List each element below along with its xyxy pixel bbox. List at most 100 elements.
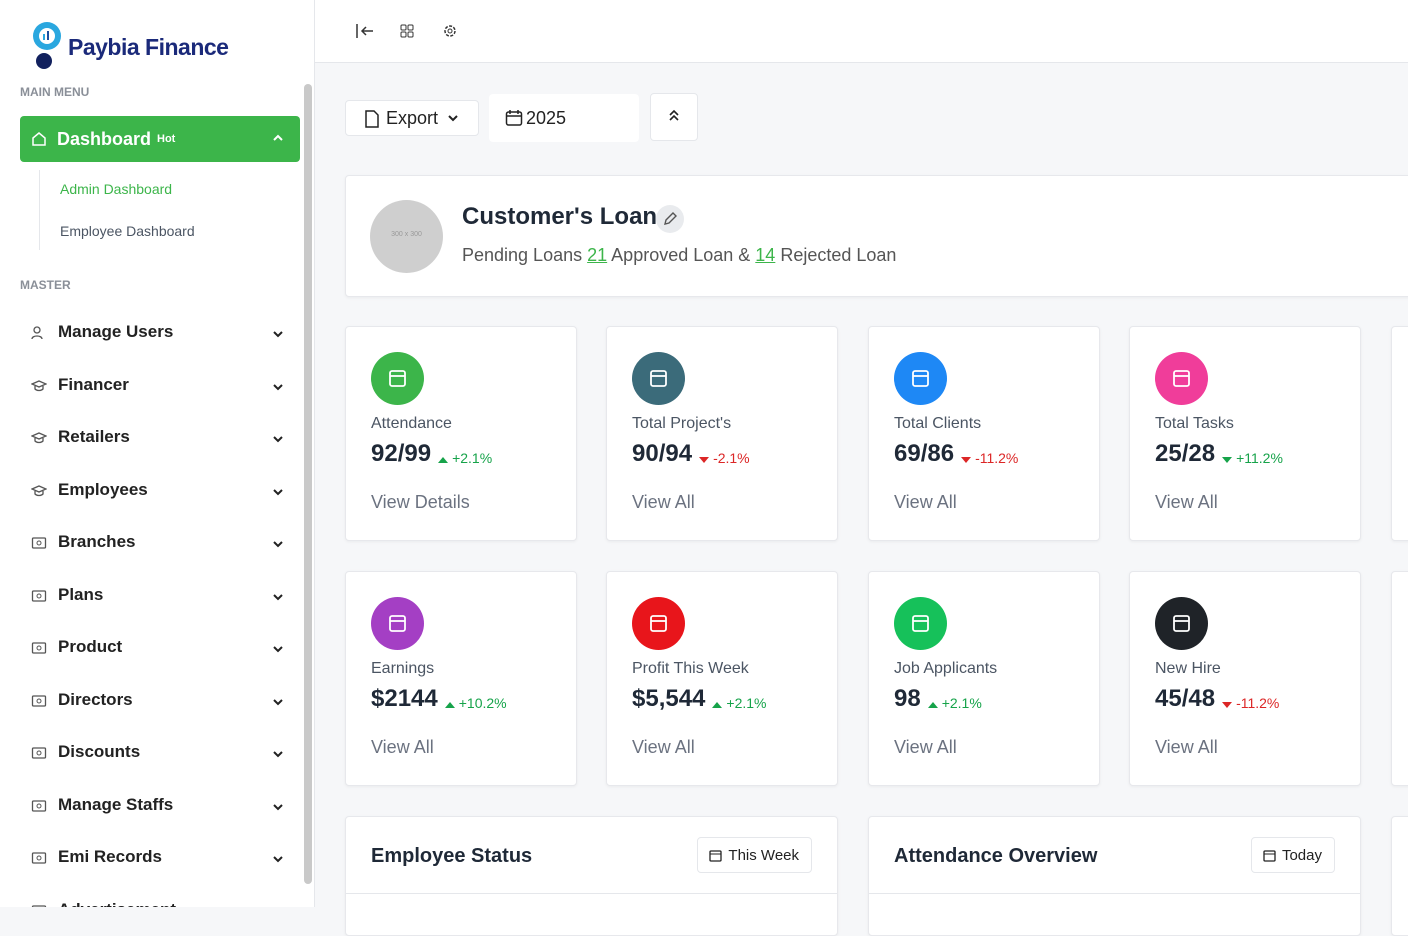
- stat-link[interactable]: View All: [1155, 492, 1218, 512]
- nav-label[interactable]: Employees: [58, 479, 148, 499]
- nav-label[interactable]: Discounts: [58, 742, 141, 761]
- stat-value: 45/48: [1155, 685, 1216, 712]
- loan-text: Approved Loan &: [611, 245, 751, 265]
- nav-label[interactable]: Retailers: [58, 427, 130, 446]
- chevron-down: [271, 380, 285, 399]
- chevron-down: [271, 537, 285, 556]
- panel-title: Attendance Overview: [894, 845, 1098, 867]
- nav-icon: [31, 903, 47, 907]
- nav-icon: [31, 693, 47, 714]
- nav-icon: [31, 131, 47, 152]
- nav-label[interactable]: Branches: [58, 532, 136, 551]
- nav-label[interactable]: Product: [58, 637, 123, 656]
- panel-divider: [869, 893, 1360, 894]
- trend-icon: [961, 451, 972, 469]
- calendar-icon: [1263, 849, 1276, 866]
- chevron-down: [271, 327, 285, 346]
- chevron-down: [271, 432, 285, 451]
- stat-change: +2.1%: [726, 695, 767, 711]
- loan-text: Pending Loans: [462, 245, 583, 265]
- section-title: MASTER: [20, 278, 71, 292]
- file-icon: [364, 110, 380, 133]
- chevron-down: [271, 485, 285, 504]
- stat-icon: [1155, 597, 1208, 650]
- stat-card: Total Project's 90/94 -2.1% View All: [606, 326, 838, 541]
- nav-label[interactable]: Advertisement: [58, 900, 176, 908]
- stat-icon: [371, 352, 424, 405]
- trend-icon: [712, 696, 723, 714]
- loan-count[interactable]: 14: [755, 245, 776, 265]
- loan-title: Customer's Loan: [462, 203, 658, 230]
- chevron-up: [271, 131, 285, 150]
- stat-link[interactable]: View Details: [371, 492, 470, 512]
- stat-link[interactable]: View All: [632, 492, 695, 512]
- nav-label[interactable]: Manage Staffs: [58, 794, 174, 814]
- year-label: 2025: [526, 108, 567, 128]
- chevron-down: [446, 111, 460, 130]
- apps-button: [400, 24, 414, 43]
- nav-label[interactable]: Manage Users: [58, 322, 174, 341]
- panel: Attendance Overview Today: [868, 816, 1361, 936]
- calendar-icon: [709, 849, 723, 866]
- submenu-line: [39, 170, 40, 250]
- stat-value: $2144: [371, 685, 438, 712]
- stat-change: +2.1%: [941, 695, 982, 711]
- stat-card: [1391, 326, 1408, 541]
- logo-icon: [32, 20, 66, 70]
- submenu-item[interactable]: Admin Dashboard: [60, 181, 173, 197]
- nav-icon: [31, 588, 47, 609]
- nav-label[interactable]: Financer: [58, 374, 129, 394]
- chevrons-up: [668, 109, 680, 128]
- stat-card: Attendance 92/99 +2.1% View Details: [345, 326, 577, 541]
- nav-icon: [30, 378, 48, 399]
- stat-label: Job Applicants: [894, 660, 998, 677]
- stat-card: Profit This Week $5,544 +2.1% View All: [606, 571, 838, 786]
- stat-change: -2.1%: [713, 450, 750, 466]
- panel-filter[interactable]: This Week: [697, 837, 812, 873]
- collapse-toggle[interactable]: [650, 93, 698, 141]
- page: Paybia Finance MAIN MENU Dashboard Hot Admin…: [20, 0, 1408, 936]
- brand: Paybia Finance: [68, 34, 229, 60]
- stat-label: Attendance: [371, 415, 452, 432]
- badge: Hot: [157, 133, 176, 145]
- chevron-down: [271, 852, 285, 871]
- stat-card: [1391, 571, 1408, 786]
- trend-icon: [1222, 451, 1233, 469]
- stat-link[interactable]: View All: [632, 737, 695, 757]
- header: [315, 0, 1408, 63]
- calendar-icon: [505, 109, 523, 132]
- stat-label: Profit This Week: [632, 660, 749, 677]
- stat-value: 92/99: [371, 440, 432, 467]
- loan-count[interactable]: 21: [587, 245, 608, 265]
- stat-link[interactable]: View All: [371, 737, 434, 757]
- year-picker[interactable]: 2025: [489, 94, 639, 142]
- stat-card: Job Applicants 98 +2.1% View All: [868, 571, 1100, 786]
- stat-link[interactable]: View All: [1155, 737, 1218, 757]
- panel-filter[interactable]: Today: [1250, 837, 1335, 873]
- stat-icon: [371, 597, 424, 650]
- trend-icon: [444, 696, 455, 714]
- export-button[interactable]: Export: [345, 100, 479, 136]
- nav-label[interactable]: Plans: [58, 584, 104, 604]
- stat-card: New Hire 45/48 -11.2% View All: [1129, 571, 1361, 786]
- stat-icon: [632, 597, 685, 650]
- stat-card: Total Clients 69/86 -11.2% View All: [868, 326, 1100, 541]
- scrollbar: [304, 84, 312, 884]
- loan-card: 300 x 300 Customer's Loan Pending Loans 21…: [345, 175, 1408, 297]
- stat-card: Earnings $2144 +10.2% View All: [345, 571, 577, 786]
- nav-label[interactable]: Directors: [58, 689, 133, 709]
- section-title: MAIN MENU: [20, 85, 90, 99]
- stat-link[interactable]: View All: [894, 737, 957, 757]
- nav-item-active[interactable]: Dashboard Hot: [20, 116, 300, 162]
- stat-label: Total Tasks: [1155, 415, 1234, 432]
- stat-change: +11.2%: [1236, 450, 1283, 466]
- stat-label: New Hire: [1155, 660, 1221, 677]
- panel-title: Employee Status: [371, 845, 533, 867]
- chevron-down: [271, 695, 285, 714]
- stat-link[interactable]: View All: [894, 492, 957, 512]
- submenu-item[interactable]: Employee Dashboard: [60, 223, 195, 239]
- stat-icon: [894, 597, 947, 650]
- stat-label: Earnings: [371, 660, 435, 677]
- nav-icon: [30, 483, 48, 504]
- nav-label[interactable]: Emi Records: [58, 847, 162, 866]
